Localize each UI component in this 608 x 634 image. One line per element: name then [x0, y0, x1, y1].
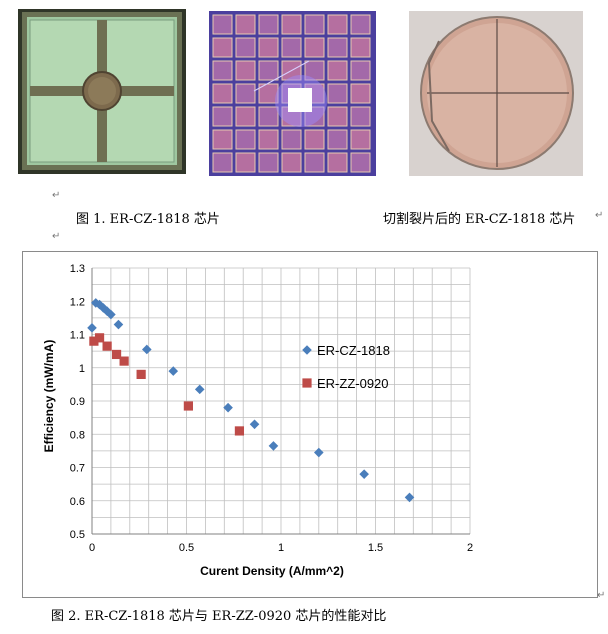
x-tick-label: 0.5 — [179, 542, 194, 554]
wafer-cell — [258, 37, 279, 58]
y-tick-label: 0.7 — [70, 463, 85, 475]
data-point-er-cz-1818 — [168, 366, 179, 376]
wafer-cell — [235, 14, 256, 35]
data-point-er-cz-1818 — [194, 384, 205, 395]
figure1-right-caption: 切割裂片后的 ER-CZ-1818 芯片 — [383, 212, 576, 227]
wafer-cell — [258, 60, 279, 81]
single-chip-photo — [18, 9, 186, 174]
wafer-cell — [212, 106, 233, 127]
wafer-cell — [350, 129, 371, 150]
data-point-er-cz-1818 — [249, 419, 260, 430]
wafer-cell — [350, 152, 371, 173]
data-point-er-cz-1818 — [359, 469, 369, 479]
legend-label-er-cz-1818: ER-CZ-1818 — [317, 343, 390, 358]
data-point-er-cz-1818 — [142, 344, 152, 355]
wafer-cell — [304, 37, 325, 58]
y-tick-label: 1.3 — [70, 263, 85, 275]
wafer-cell — [327, 60, 348, 81]
wafer-cell — [327, 106, 348, 127]
legend-marker-er-cz-1818 — [302, 345, 312, 355]
wafer-cell — [281, 152, 302, 173]
legend-marker-er-zz-0920 — [302, 378, 312, 388]
wafer-cell — [281, 129, 302, 150]
caption-return-mark: ↵ — [595, 210, 604, 221]
data-point-er-cz-1818 — [113, 319, 124, 330]
wafer-cell — [350, 37, 371, 58]
legend-label-er-zz-0920: ER-ZZ-0920 — [317, 376, 389, 391]
wafer-disk-photo — [409, 11, 583, 176]
wafer-cell — [258, 83, 279, 104]
wafer-cell — [212, 83, 233, 104]
wafer-cell — [304, 152, 325, 173]
paragraph-mark: ↵ — [52, 190, 61, 201]
wafer-cell — [281, 37, 302, 58]
data-point-er-cz-1818 — [268, 441, 279, 451]
wafer-cell — [258, 129, 279, 150]
wafer-cell — [212, 37, 233, 58]
figure1-caption: 图 1. ER-CZ-1818 芯片 — [76, 212, 220, 227]
x-tick-label: 1.5 — [368, 542, 383, 554]
y-tick-label: 0.8 — [70, 429, 85, 441]
x-tick-label: 2 — [467, 542, 473, 554]
wafer-cell — [235, 60, 256, 81]
y-tick-label: 1.1 — [70, 330, 85, 342]
efficiency-chart: 0 0.5 1 1.5 2 0.5 0.6 0.7 0.8 0.9 1 1.1 1.2 1.3 ER-CZ… — [22, 251, 598, 598]
wafer-cell — [350, 83, 371, 104]
wafer-cell — [327, 83, 348, 104]
y-axis-label: Efficiency (mW/mA) — [42, 340, 56, 453]
wafer-cell — [350, 60, 371, 81]
wafer-cell — [304, 129, 325, 150]
wafer-cell — [327, 129, 348, 150]
wafer-cell — [235, 83, 256, 104]
y-tick-label: 1.2 — [70, 296, 85, 308]
data-point-er-cz-1818 — [314, 447, 324, 458]
wafer-cell — [327, 14, 348, 35]
wafer-cell — [212, 14, 233, 35]
wafer-cell — [350, 14, 371, 35]
wafer-cell — [304, 60, 325, 81]
data-point-er-zz-0920 — [89, 336, 99, 346]
wafer-cell — [258, 106, 279, 127]
paragraph-mark: ↵ — [597, 590, 606, 601]
y-tick-label: 0.6 — [70, 496, 85, 508]
wafer-cell — [235, 129, 256, 150]
paragraph-mark: ↵ — [52, 231, 61, 242]
data-point-er-zz-0920 — [94, 333, 105, 343]
data-point-er-zz-0920 — [136, 369, 146, 379]
data-point-er-zz-0920 — [234, 426, 245, 436]
data-point-er-cz-1818 — [87, 323, 97, 333]
wafer-cell — [258, 14, 279, 35]
wafer-cell — [281, 14, 302, 35]
x-tick-label: 0 — [89, 542, 95, 554]
chart-svg: 0 0.5 1 1.5 2 0.5 0.6 0.7 0.8 0.9 1 1.1 1.2 1.3 ER-CZ… — [42, 263, 473, 578]
wafer-cell — [304, 14, 325, 35]
data-point-er-zz-0920 — [102, 341, 112, 351]
wafer-grid-photo — [209, 11, 376, 176]
y-tick-label: 0.5 — [70, 529, 85, 541]
data-point-er-zz-0920 — [183, 401, 193, 411]
y-tick-label: 1 — [79, 363, 85, 375]
wafer-cell — [235, 37, 256, 58]
wafer-cell — [258, 152, 279, 173]
data-point-er-zz-0920 — [119, 356, 129, 366]
wafer-cell — [350, 106, 371, 127]
y-tick-label: 0.9 — [70, 396, 85, 408]
data-point-er-zz-0920 — [111, 349, 122, 360]
wafer-cell — [235, 152, 256, 173]
wafer-cell — [235, 106, 256, 127]
wafer-cell — [327, 152, 348, 173]
x-tick-label: 1 — [278, 542, 284, 554]
x-axis-label: Curent Density (A/mm^2) — [200, 564, 344, 578]
figure2-caption: 图 2. ER-CZ-1818 芯片与 ER-ZZ-0920 芯片的性能对比 — [51, 609, 387, 624]
data-point-er-cz-1818 — [404, 492, 415, 503]
wafer-cell — [212, 129, 233, 150]
wafer-cell — [212, 60, 233, 81]
data-point-er-cz-1818 — [223, 402, 233, 413]
data-point-er-cz-1818 — [98, 303, 109, 313]
wafer-cell — [327, 37, 348, 58]
wafer-cell — [212, 152, 233, 173]
